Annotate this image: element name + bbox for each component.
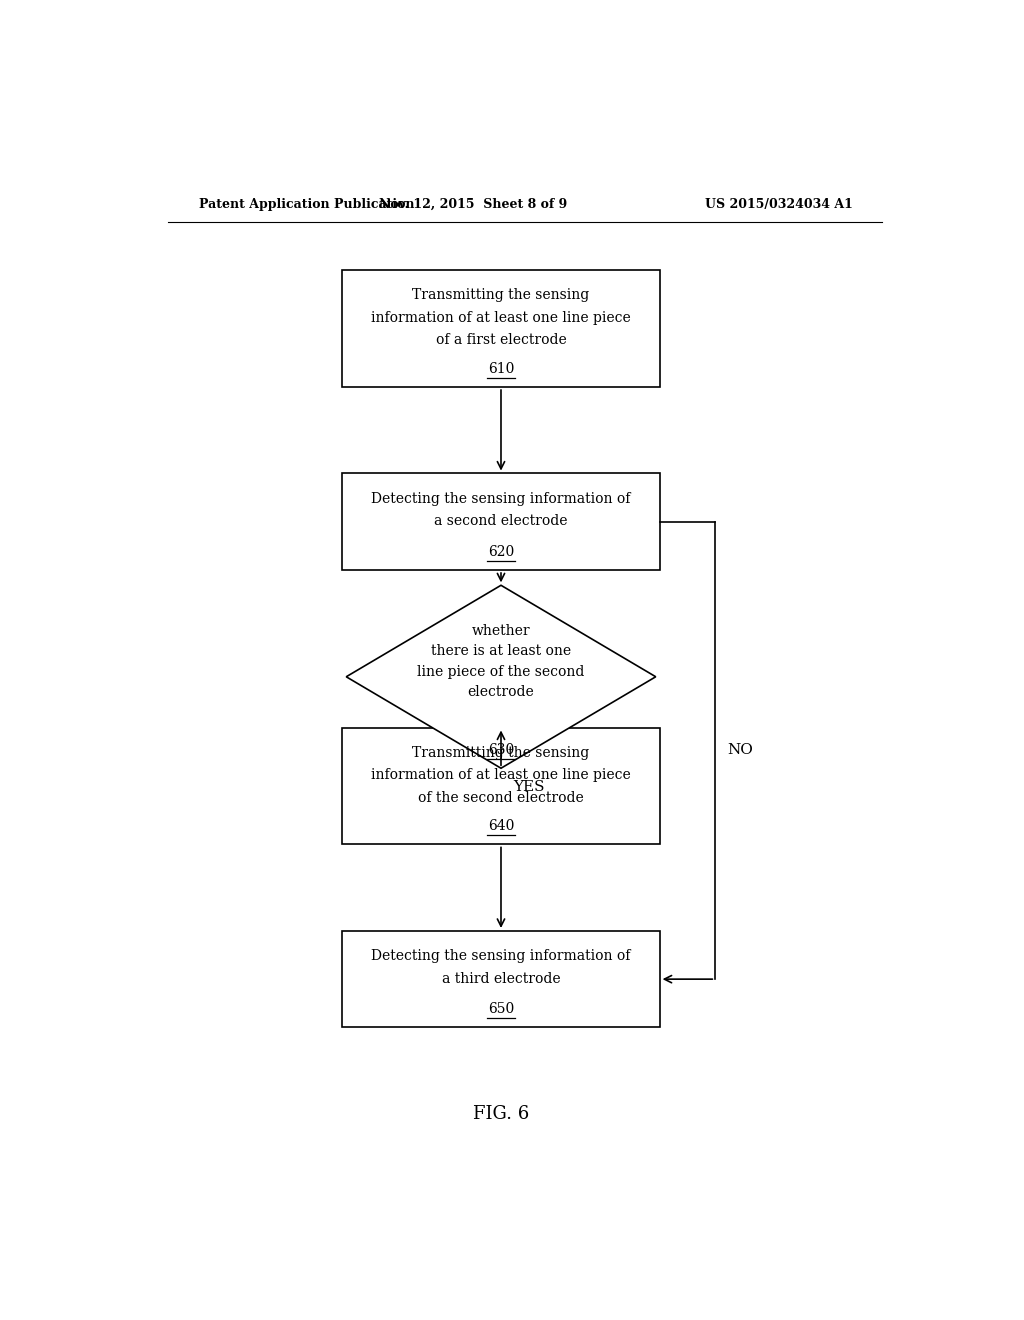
- Text: line piece of the second: line piece of the second: [418, 665, 585, 678]
- Text: Transmitting the sensing: Transmitting the sensing: [413, 289, 590, 302]
- Text: information of at least one line piece: information of at least one line piece: [371, 312, 631, 325]
- Text: of the second electrode: of the second electrode: [418, 791, 584, 805]
- Text: US 2015/0324034 A1: US 2015/0324034 A1: [705, 198, 853, 211]
- Text: 640: 640: [487, 820, 514, 833]
- Text: 630: 630: [487, 743, 514, 756]
- Bar: [342, 727, 659, 845]
- Text: 620: 620: [487, 545, 514, 558]
- Polygon shape: [346, 585, 655, 768]
- Text: FIG. 6: FIG. 6: [473, 1105, 529, 1123]
- Text: Patent Application Publication: Patent Application Publication: [200, 198, 415, 211]
- Text: whether: whether: [472, 624, 530, 638]
- Bar: [342, 474, 659, 570]
- Text: a second electrode: a second electrode: [434, 515, 567, 528]
- Text: NO: NO: [727, 743, 753, 758]
- Text: YES: YES: [513, 780, 545, 795]
- Text: Transmitting the sensing: Transmitting the sensing: [413, 746, 590, 760]
- Bar: [342, 271, 659, 387]
- Text: 610: 610: [487, 362, 514, 376]
- Text: 650: 650: [487, 1002, 514, 1016]
- Text: Detecting the sensing information of: Detecting the sensing information of: [372, 492, 631, 506]
- Text: electrode: electrode: [468, 685, 535, 700]
- Text: Nov. 12, 2015  Sheet 8 of 9: Nov. 12, 2015 Sheet 8 of 9: [379, 198, 567, 211]
- Text: of a first electrode: of a first electrode: [435, 333, 566, 347]
- Text: information of at least one line piece: information of at least one line piece: [371, 768, 631, 783]
- Text: a third electrode: a third electrode: [441, 972, 560, 986]
- Text: there is at least one: there is at least one: [431, 644, 571, 659]
- Bar: [342, 931, 659, 1027]
- Text: Detecting the sensing information of: Detecting the sensing information of: [372, 949, 631, 964]
